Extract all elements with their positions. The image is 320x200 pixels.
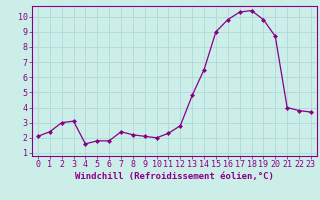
X-axis label: Windchill (Refroidissement éolien,°C): Windchill (Refroidissement éolien,°C) bbox=[75, 172, 274, 181]
